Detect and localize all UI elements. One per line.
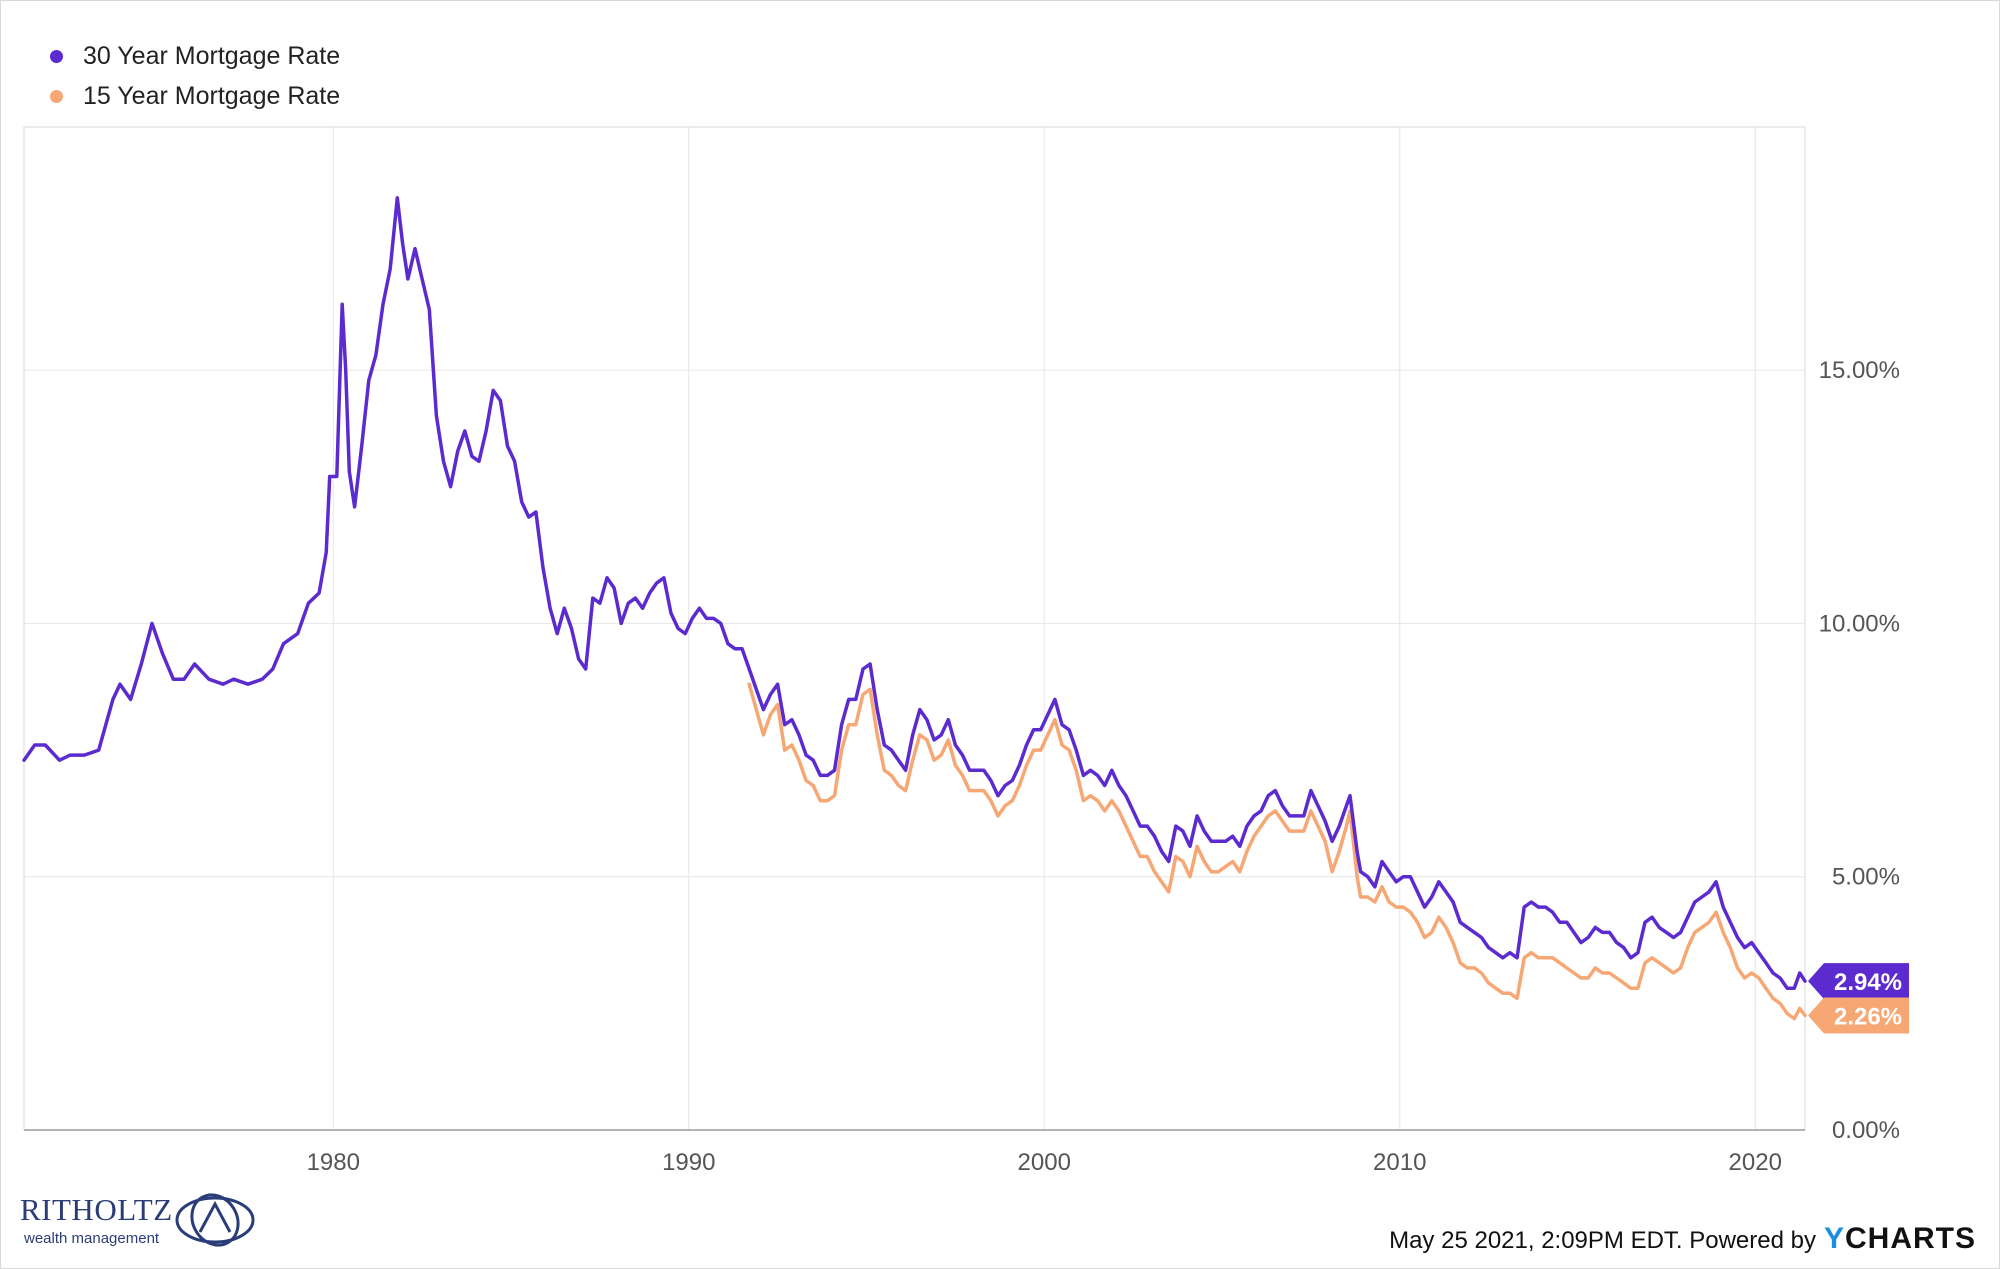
series-line-30yr [22, 196, 1807, 990]
last-value-tag-15yr [1808, 997, 1909, 1034]
x-tick-label: 2020 [1729, 1149, 1782, 1176]
last-value-tag-30yr [1808, 963, 1909, 1000]
legend-label-15yr: 15 Year Mortgage Rate [83, 81, 341, 110]
x-tick-label: 1980 [307, 1149, 360, 1176]
x-tick-label: 1990 [662, 1149, 715, 1176]
logo-subtitle: wealth management [24, 1230, 160, 1247]
ycharts-brand-y: Y [1823, 1222, 1845, 1255]
y-tick-label: 5.00% [1832, 864, 1900, 891]
legend-item-15yr[interactable]: 15 Year Mortgage Rate [50, 76, 340, 116]
footer: May 25 2021, 2:09PM EDT. Powered by YCHA… [1389, 1222, 1976, 1256]
x-tick-label: 2000 [1018, 1149, 1071, 1176]
logo-emblem-icon [175, 1193, 255, 1247]
legend-dot-15yr [50, 89, 63, 103]
legend: 30 Year Mortgage Rate 15 Year Mortgage R… [50, 36, 340, 116]
footer-timestamp: May 25 2021, 2:09PM EDT. Powered by [1389, 1227, 1816, 1254]
y-tick-label: 15.00% [1819, 357, 1900, 384]
x-tick-label: 2010 [1373, 1149, 1426, 1176]
last-value-label-15yr: 2.26% [1834, 1004, 1902, 1031]
ycharts-brand-rest: CHARTS [1845, 1222, 1976, 1255]
series-line-15yr [747, 682, 1807, 1021]
legend-label-30yr: 30 Year Mortgage Rate [83, 41, 341, 70]
legend-item-30yr[interactable]: 30 Year Mortgage Rate [50, 36, 340, 76]
ritholtz-logo: RITHOLTZ wealth management [20, 1190, 260, 1250]
last-value-label-30yr: 2.94% [1834, 969, 1902, 996]
plot-border [23, 126, 1806, 1130]
y-tick-label: 0.00% [1832, 1117, 1900, 1144]
logo-name: RITHOLTZ [20, 1192, 173, 1227]
y-tick-label: 10.00% [1819, 610, 1900, 637]
ycharts-brand[interactable]: YCHARTS [1824, 1222, 1976, 1256]
legend-dot-30yr [50, 49, 63, 63]
